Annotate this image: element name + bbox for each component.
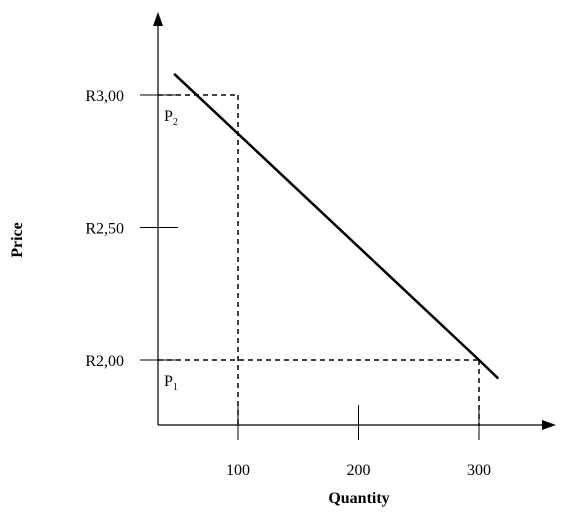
y-tick-label-3: R3,00 xyxy=(85,88,124,105)
x-tick-label-1: 100 xyxy=(226,462,250,479)
y-tick-label-1: R2,00 xyxy=(85,353,124,370)
series-group xyxy=(173,72,500,380)
ticks: R2,00 R2,50 R3,00 100 200 300 xyxy=(85,88,491,479)
x-axis-title: Quantity xyxy=(328,490,389,507)
x-tick-label-3: 300 xyxy=(467,462,491,479)
x-axis-arrowhead xyxy=(542,420,556,430)
y-tick-label-2: R2,50 xyxy=(85,221,124,238)
demand-line-1 xyxy=(173,72,500,380)
y-axis-title: Price xyxy=(9,222,26,258)
axes xyxy=(153,12,556,430)
point-label-p1: P1 xyxy=(164,373,178,393)
y-axis-arrowhead xyxy=(153,12,163,26)
point-label-p2: P2 xyxy=(164,108,178,128)
guide-lines xyxy=(158,94,480,426)
x-tick-label-2: 200 xyxy=(347,462,371,479)
point-labels: P2 P1 xyxy=(164,108,178,393)
